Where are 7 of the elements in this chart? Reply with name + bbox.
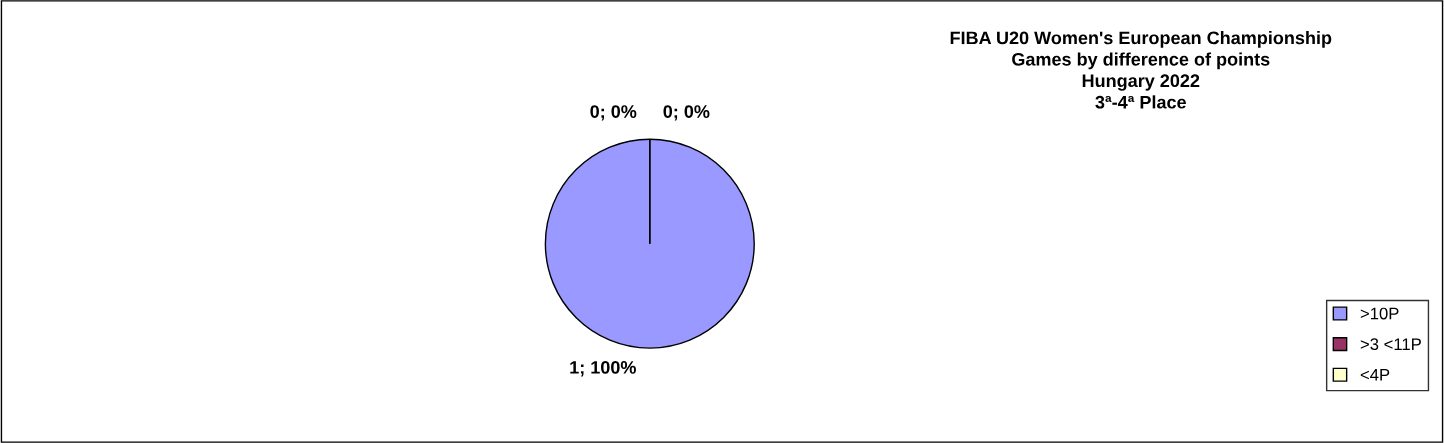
data-label: 1; 100% — [570, 361, 636, 377]
legend-label: >3 <11P — [1360, 338, 1421, 351]
text: 0; 0% — [590, 105, 637, 121]
text: 0; 0% — [663, 105, 710, 121]
legend-label: <4P — [1360, 369, 1390, 381]
chart-title: FIBA U20 Women's European Championship Games by difference of points Hungary 2022 3ª-4ª Place — [950, 31, 1332, 109]
legend-label: >10P — [1360, 307, 1399, 320]
